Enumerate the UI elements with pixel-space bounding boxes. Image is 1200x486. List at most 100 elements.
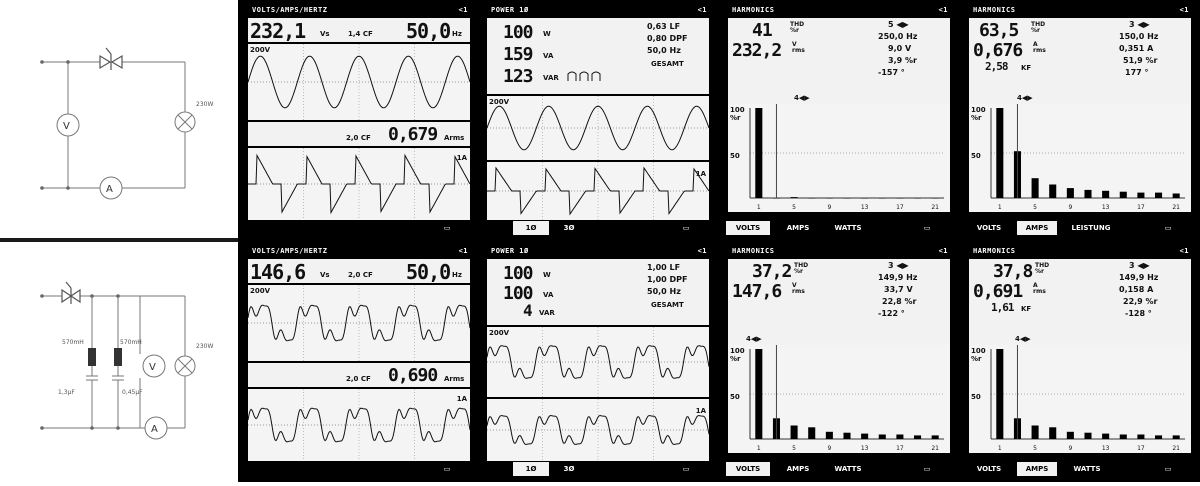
screen-icon[interactable]: ▭	[682, 224, 690, 232]
indicator-icon: <1	[1179, 6, 1189, 14]
thd-unit: THD %r	[1035, 262, 1050, 275]
tab-amps[interactable]: AMPS	[786, 465, 810, 473]
harmonic-order: 3 ◀▶	[1129, 261, 1150, 270]
thd-reading: 37,8	[993, 261, 1033, 282]
harmonic-phase: -157 °	[878, 68, 905, 77]
x-tick-label: 21	[931, 204, 939, 211]
tab-1phase[interactable]: 1Ø	[513, 462, 549, 476]
indicator-icon: <1	[458, 247, 468, 255]
harmonic-bar	[1066, 188, 1074, 198]
tab-watts[interactable]: WATTS	[834, 224, 862, 232]
voltmeter-label: V	[63, 121, 70, 132]
current-unit: Arms	[444, 134, 465, 142]
screen-icon[interactable]: ▭	[682, 465, 690, 473]
harmonic-bar	[861, 433, 869, 439]
y-mid: 50	[971, 152, 981, 160]
watt-unit: W	[543, 271, 551, 279]
harmonic-value: 0,351 A	[1119, 44, 1154, 53]
tab-leistung[interactable]: LEISTUNG	[1071, 224, 1111, 232]
x-tick-label: 21	[1172, 445, 1180, 452]
tab-volts[interactable]: VOLTS	[976, 465, 1002, 473]
harmonic-bar	[843, 198, 851, 199]
harmonic-spectrum: 100 %r 50 1 5 9 13 17 21	[969, 345, 1191, 453]
tab-volts[interactable]: VOLTS	[726, 462, 770, 476]
tab-watts[interactable]: WATTS	[834, 465, 862, 473]
tab-3phase[interactable]: 3Ø	[563, 465, 575, 473]
voltage-reading: 146,6	[250, 260, 306, 283]
harmonic-bar	[1049, 427, 1057, 439]
tab-amps[interactable]: AMPS	[1017, 462, 1057, 476]
tab-volts[interactable]: VOLTS	[726, 221, 770, 235]
frequency-reading: 50,0	[406, 19, 451, 42]
y-top: 100	[730, 106, 745, 114]
harmonic-bar	[1031, 178, 1039, 198]
harmonic-spectrum: 100 %r 50 1 5 9 13 17 21	[728, 345, 950, 453]
indicator-icon: <1	[697, 247, 707, 255]
y-mid: 50	[971, 393, 981, 401]
kf-reading: 1,61	[991, 301, 1014, 314]
harmonic-bar	[1172, 193, 1180, 198]
x-tick-label: 9	[1068, 445, 1072, 452]
y-top: 100	[971, 106, 986, 114]
mode-label: GESAMT	[651, 60, 684, 68]
harmonic-freq: 250,0 Hz	[878, 32, 918, 41]
tab-1phase[interactable]: 1Ø	[513, 221, 549, 235]
current-scale: 1A	[456, 395, 467, 403]
tab-watts[interactable]: WATTS	[1073, 465, 1101, 473]
harmonic-bar	[755, 349, 763, 439]
harmonic-bar	[790, 197, 798, 198]
tab-volts[interactable]: VOLTS	[976, 224, 1002, 232]
rms-reading: 0,691	[973, 281, 1023, 302]
kf-reading: 2,58	[985, 60, 1008, 73]
harmonic-order: 3 ◀▶	[888, 261, 909, 270]
screen-icon[interactable]: ▭	[923, 224, 931, 232]
circuit-diagram-top: V A 230W	[0, 0, 238, 230]
screen-title: POWER 1Ø	[491, 6, 529, 14]
harmonic-value: 9,0 V	[888, 44, 912, 53]
tab-3phase[interactable]: 3Ø	[563, 224, 575, 232]
thd-unit: THD %r	[790, 21, 805, 34]
rms-reading: 0,676	[973, 40, 1023, 61]
thd-reading: 41	[752, 20, 773, 41]
screen-icon[interactable]: ▭	[443, 465, 451, 473]
screen-icon[interactable]: ▭	[443, 224, 451, 232]
current-reading: 0,679	[388, 124, 438, 145]
lf-reading: 0,63 LF	[647, 22, 681, 31]
x-tick-label: 9	[1068, 204, 1072, 211]
tab-amps[interactable]: AMPS	[786, 224, 810, 232]
x-tick-label: 17	[1137, 204, 1145, 211]
screen-icon[interactable]: ▭	[1164, 465, 1172, 473]
screen-title: HARMONICS	[973, 247, 1016, 255]
va-reading: 159	[503, 44, 533, 65]
harmonic-spectrum: 100 %r 50 1 5 9 13 17 21	[969, 104, 1191, 212]
var-unit: VAR	[539, 309, 555, 317]
kf-unit: KF	[1021, 64, 1032, 72]
current-waveform: 1A	[248, 389, 470, 461]
va-unit: VA	[543, 291, 554, 299]
triac-symbol-2	[61, 281, 81, 304]
y-unit: %r	[730, 114, 741, 122]
harmonic-readings: 37,2 THD %r 147,6 V rms 3 ◀▶ 149,9 Hz 33…	[728, 259, 950, 345]
harmonic-freq: 149,9 Hz	[878, 273, 918, 282]
screen-icon[interactable]: ▭	[1164, 224, 1172, 232]
indicator-icon: <1	[1179, 247, 1189, 255]
frequency-unit: Hz	[452, 271, 462, 279]
harmonics-amps-screen-top: HARMONICS <1 63,5 THD %r 0,676 A rms 2,58…	[965, 4, 1195, 237]
screen-title: POWER 1Ø	[491, 247, 529, 255]
indicator-icon: <1	[458, 6, 468, 14]
voltage-reading: 232,1	[250, 19, 306, 42]
hz-reading: 50,0 Hz	[647, 287, 681, 296]
crest-factor-2: 2,0 CF	[346, 134, 371, 142]
indicator-icon: <1	[938, 6, 948, 14]
screen-icon[interactable]: ▭	[923, 465, 931, 473]
current-scale: 1A	[695, 170, 706, 178]
tab-amps[interactable]: AMPS	[1017, 221, 1057, 235]
waveform-trace	[487, 105, 709, 151]
ammeter-label-2: A	[151, 424, 158, 435]
x-tick-label: 5	[792, 204, 796, 211]
circuit-top-svg: V A 230W	[40, 47, 213, 200]
voltage-unit: Vs	[320, 271, 330, 279]
power-screen-bottom: POWER 1Ø <1 100 W 100 VA 4 VAR 1,00 LF 1,…	[483, 245, 713, 478]
voltage-waveform: 200V	[248, 285, 470, 361]
harmonic-phase: -122 °	[878, 309, 905, 318]
